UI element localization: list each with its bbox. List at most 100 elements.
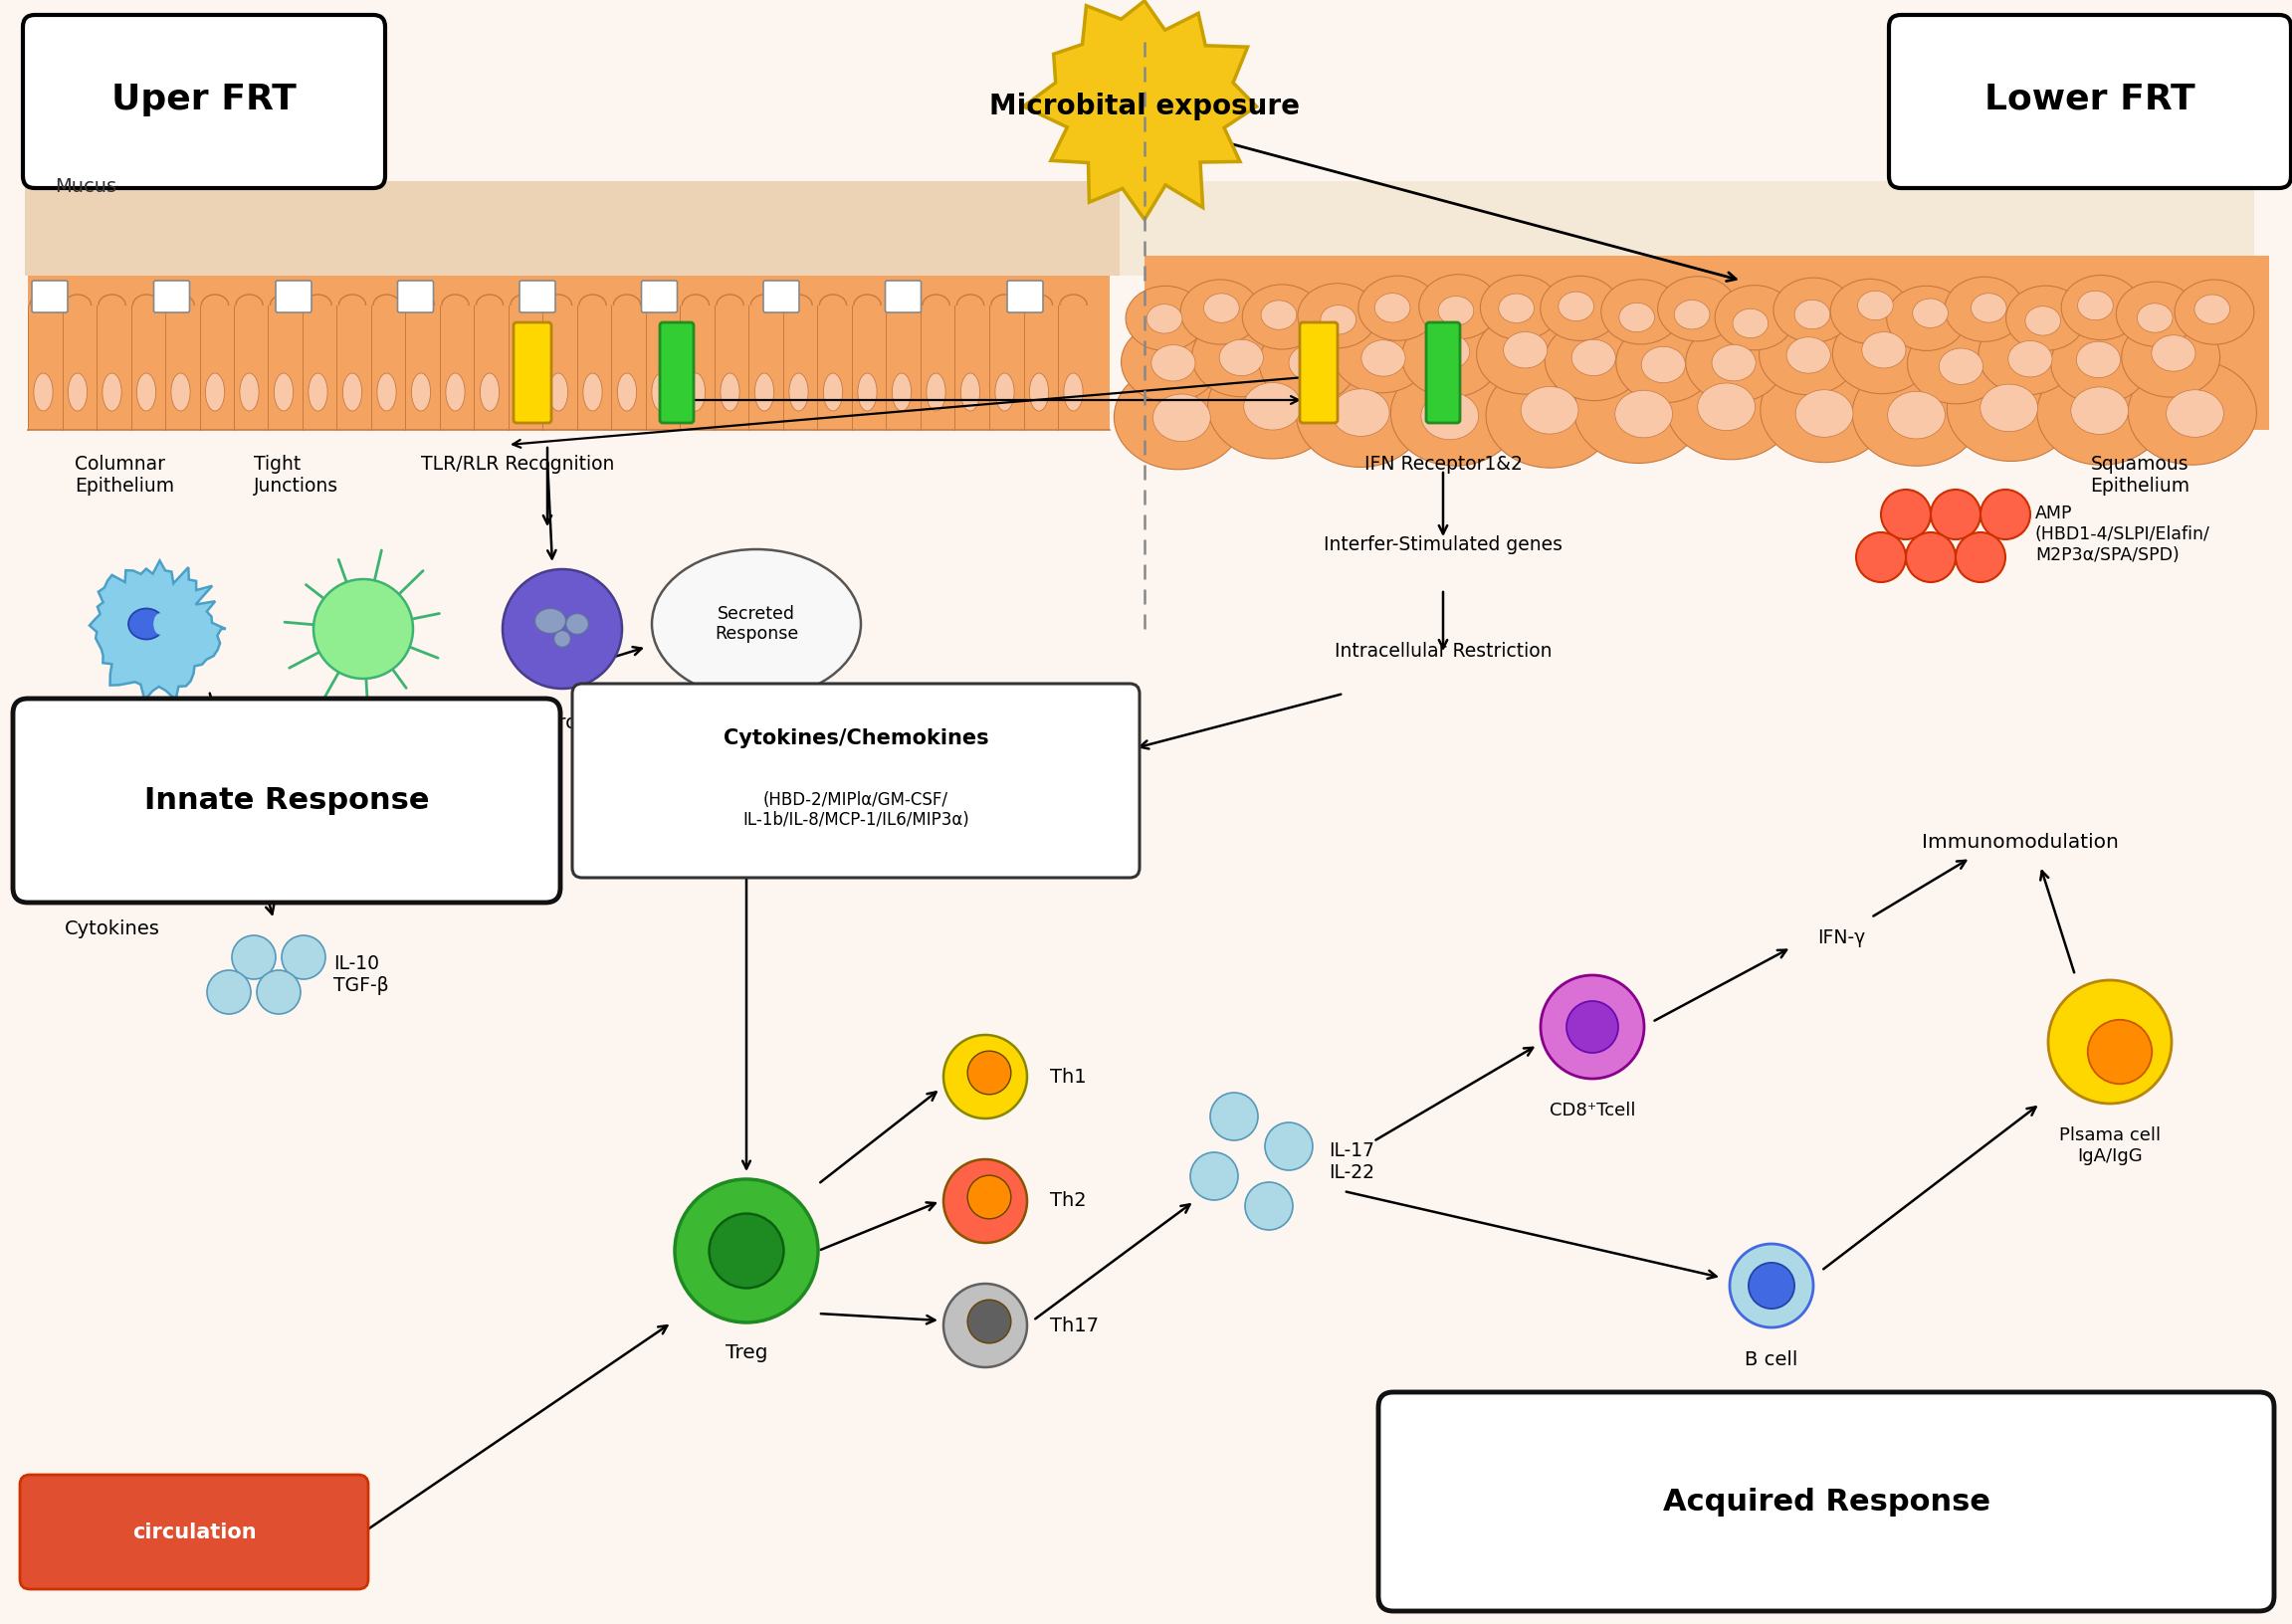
Circle shape (708, 1213, 784, 1288)
Circle shape (944, 1160, 1027, 1242)
Ellipse shape (128, 609, 165, 640)
Ellipse shape (1698, 383, 1756, 430)
Ellipse shape (1361, 339, 1405, 377)
Ellipse shape (2193, 294, 2230, 323)
Ellipse shape (1760, 315, 1857, 395)
Ellipse shape (1760, 357, 1889, 463)
Ellipse shape (445, 374, 465, 411)
Circle shape (282, 935, 325, 979)
Ellipse shape (1971, 294, 2006, 323)
Ellipse shape (1114, 365, 1242, 469)
Ellipse shape (1125, 286, 1206, 351)
Text: (HBD-2/MIPlα/GM-CSF/
IL-1b/IL-8/MCP-1/IL6/MIP3α): (HBD-2/MIPlα/GM-CSF/ IL-1b/IL-8/MCP-1/IL… (743, 791, 970, 830)
Ellipse shape (103, 374, 121, 411)
Text: Interfer-Stimulated genes: Interfer-Stimulated genes (1325, 536, 1563, 554)
FancyBboxPatch shape (885, 281, 921, 312)
Ellipse shape (1476, 313, 1575, 395)
Text: Macrophage: Macrophage (94, 711, 213, 729)
Ellipse shape (1403, 317, 1499, 398)
Ellipse shape (34, 374, 53, 411)
Ellipse shape (1297, 362, 1426, 468)
Ellipse shape (1666, 354, 1795, 460)
Ellipse shape (2127, 361, 2258, 464)
Ellipse shape (1421, 393, 1478, 440)
Circle shape (967, 1051, 1011, 1095)
FancyBboxPatch shape (1118, 182, 2253, 276)
Ellipse shape (651, 374, 672, 411)
FancyBboxPatch shape (14, 698, 559, 903)
Ellipse shape (1261, 300, 1297, 330)
Bar (1144, 255, 2269, 430)
FancyBboxPatch shape (32, 281, 69, 312)
Ellipse shape (1485, 362, 1614, 468)
Text: AMP
(HBD1-4/SLPI/Elafin/
M2P3α/SPA/SPD): AMP (HBD1-4/SLPI/Elafin/ M2P3α/SPA/SPD) (2035, 505, 2209, 564)
Polygon shape (89, 560, 225, 700)
FancyBboxPatch shape (642, 281, 676, 312)
Circle shape (2049, 981, 2171, 1104)
Ellipse shape (1795, 300, 1829, 330)
Ellipse shape (685, 374, 706, 411)
Ellipse shape (2152, 335, 2196, 372)
Ellipse shape (548, 374, 568, 411)
Text: Microbital exposure: Microbital exposure (990, 93, 1300, 120)
Ellipse shape (1258, 323, 1357, 403)
Ellipse shape (2077, 291, 2113, 320)
Ellipse shape (1208, 354, 1336, 458)
Circle shape (231, 935, 275, 979)
Circle shape (502, 568, 621, 689)
Ellipse shape (823, 374, 843, 411)
Ellipse shape (2122, 317, 2221, 398)
Ellipse shape (2026, 307, 2061, 336)
Ellipse shape (1733, 309, 1767, 338)
Text: Treg: Treg (724, 1343, 768, 1363)
Ellipse shape (566, 614, 589, 635)
Text: circulation: circulation (133, 1523, 257, 1543)
Circle shape (1749, 1263, 1795, 1309)
Ellipse shape (1714, 286, 1795, 351)
Ellipse shape (788, 374, 809, 411)
Text: Uper FRT: Uper FRT (112, 83, 296, 117)
Ellipse shape (1907, 323, 2006, 404)
Text: IL-10
TGF-β: IL-10 TGF-β (332, 955, 390, 996)
Ellipse shape (206, 374, 225, 411)
Ellipse shape (1618, 302, 1655, 331)
Ellipse shape (1288, 344, 1334, 382)
Ellipse shape (754, 374, 775, 411)
Ellipse shape (2006, 286, 2086, 351)
FancyBboxPatch shape (1426, 323, 1460, 422)
FancyBboxPatch shape (573, 684, 1139, 877)
Ellipse shape (1391, 361, 1520, 466)
Circle shape (1565, 1000, 1618, 1052)
FancyBboxPatch shape (275, 281, 312, 312)
Ellipse shape (69, 374, 87, 411)
Ellipse shape (2051, 323, 2150, 403)
FancyBboxPatch shape (1889, 15, 2292, 188)
Ellipse shape (275, 374, 293, 411)
Ellipse shape (1437, 296, 1474, 325)
Ellipse shape (1685, 322, 1783, 403)
Ellipse shape (2008, 341, 2051, 377)
Ellipse shape (1944, 276, 2024, 341)
Circle shape (1210, 1093, 1258, 1140)
Circle shape (967, 1176, 1011, 1220)
Text: Immunomodulation: Immunomodulation (1921, 833, 2118, 853)
Text: Acquired Response: Acquired Response (1662, 1488, 1989, 1517)
Ellipse shape (534, 609, 566, 633)
Ellipse shape (1419, 274, 1499, 339)
Polygon shape (1025, 2, 1256, 219)
Ellipse shape (138, 374, 156, 411)
FancyBboxPatch shape (1377, 1392, 2274, 1611)
Text: Tight
Junctions: Tight Junctions (254, 455, 339, 495)
Ellipse shape (1886, 286, 1967, 351)
Circle shape (1980, 489, 2031, 539)
Text: Plsama cell
IgA/IgG: Plsama cell IgA/IgG (2058, 1127, 2161, 1164)
Ellipse shape (1946, 356, 2077, 461)
FancyBboxPatch shape (513, 323, 552, 422)
Ellipse shape (1242, 284, 1322, 349)
Ellipse shape (1245, 383, 1302, 430)
Ellipse shape (1375, 294, 1410, 323)
Circle shape (257, 970, 300, 1013)
Ellipse shape (1559, 292, 1593, 322)
Ellipse shape (2136, 304, 2173, 333)
Circle shape (674, 1179, 818, 1322)
